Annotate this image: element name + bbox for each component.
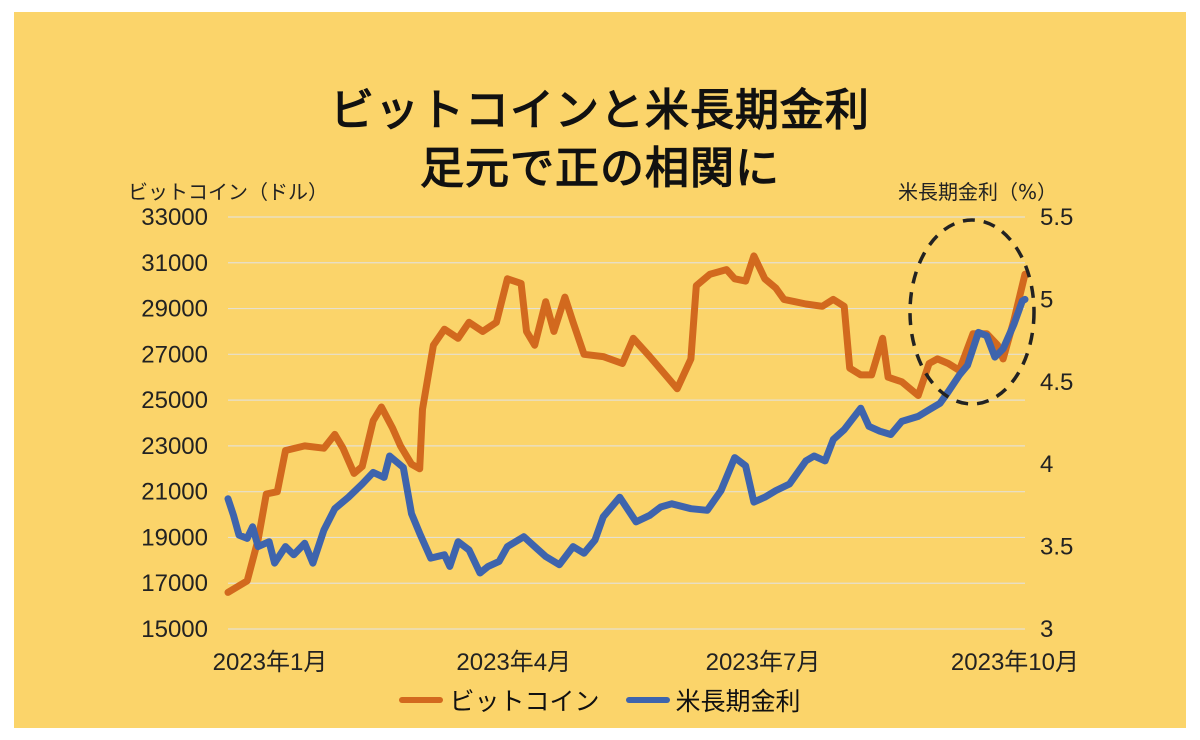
right-tick-label: 3.5	[1040, 534, 1073, 561]
highlight-ellipse	[908, 218, 1036, 406]
left-tick-label: 33000	[141, 204, 208, 231]
left-tick-label: 29000	[141, 296, 208, 323]
right-axis-label: 米長期金利（%）	[898, 180, 1058, 204]
x-tick-label: 2023年10月	[951, 649, 1079, 676]
left-tick-label: 21000	[141, 479, 208, 506]
left-tick-label: 27000	[141, 341, 208, 368]
legend-swatch-yield	[625, 697, 670, 703]
legend-item-yield: 米長期金利	[625, 682, 801, 718]
left-tick-label: 23000	[141, 433, 208, 460]
legend: ビットコイン 米長期金利	[0, 682, 1200, 718]
left-tick-label: 19000	[141, 524, 208, 551]
legend-swatch-bitcoin	[399, 697, 444, 703]
legend-label-yield: 米長期金利	[675, 687, 801, 716]
right-tick-label: 4	[1040, 451, 1053, 478]
left-tick-label: 17000	[141, 570, 208, 597]
left-tick-label: 31000	[141, 250, 208, 277]
chart-title: ビットコインと米長期金利	[330, 85, 870, 136]
right-tick-label: 4.5	[1040, 369, 1073, 396]
chart-subtitle: 足元で正の相関に	[420, 143, 780, 194]
right-tick-label: 3	[1040, 616, 1053, 643]
legend-item-bitcoin: ビットコイン	[399, 682, 600, 718]
left-axis-label: ビットコイン（ドル）	[128, 180, 328, 204]
legend-label-bitcoin: ビットコイン	[449, 687, 600, 716]
left-tick-label: 25000	[141, 387, 208, 414]
left-tick-label: 15000	[141, 616, 208, 643]
right-tick-label: 5.5	[1040, 204, 1073, 231]
x-tick-label: 2023年1月	[213, 649, 328, 676]
right-tick-label: 5	[1040, 286, 1053, 313]
x-tick-label: 2023年4月	[456, 649, 571, 676]
x-tick-label: 2023年7月	[706, 649, 821, 676]
yield-line	[224, 295, 1029, 577]
bitcoin-line	[224, 252, 1029, 596]
chart-panel	[14, 12, 1186, 728]
